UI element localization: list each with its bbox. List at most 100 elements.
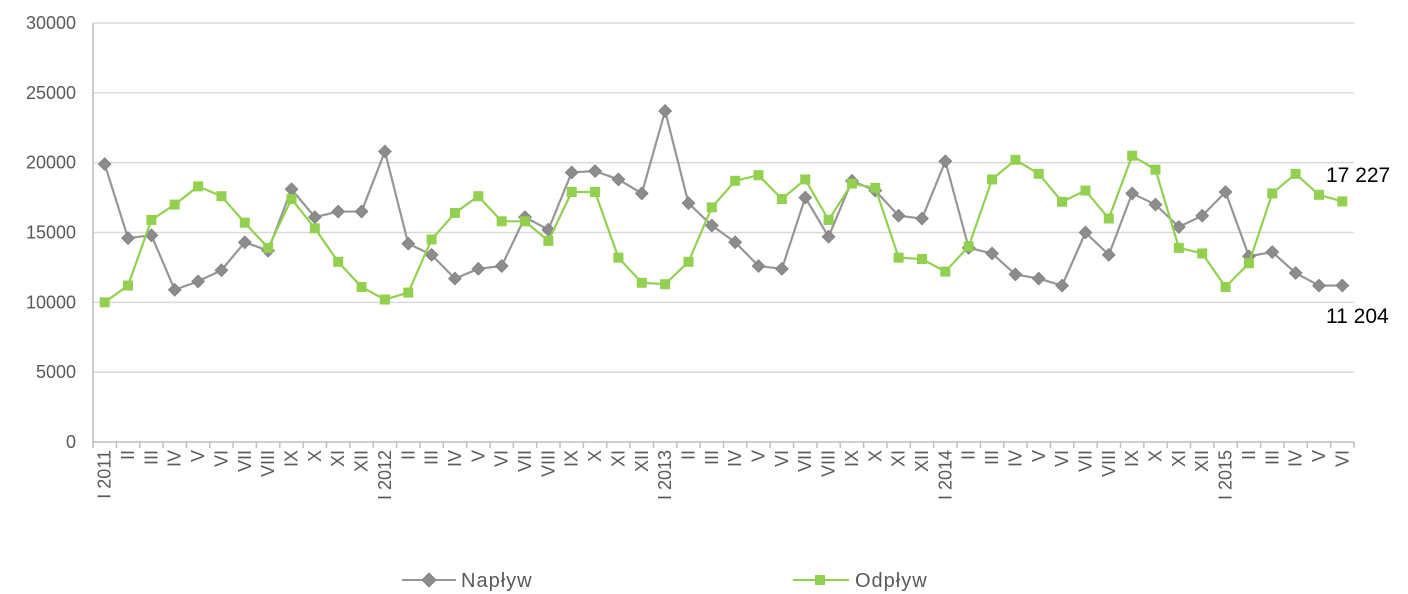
y-tick-label: 0	[66, 432, 76, 452]
data-point-odplyw	[776, 193, 787, 204]
y-tick-label: 10000	[26, 292, 76, 312]
data-point-naplyw	[681, 196, 696, 211]
x-tick-label: V	[468, 450, 488, 462]
legend-item-naplyw: Napływ	[402, 570, 533, 592]
legend-label-odplyw: Odpływ	[855, 570, 928, 592]
data-point-odplyw	[239, 217, 250, 228]
x-tick-label: IX	[281, 450, 301, 467]
data-point-odplyw	[169, 199, 180, 210]
data-point-naplyw	[1078, 225, 1093, 240]
x-tick-label: XII	[912, 450, 932, 472]
x-axis: I 2011 II III IV V VI VII VIII IX X XI XII I 2012 II I…	[92, 441, 1355, 500]
x-tick-label: I 2011	[95, 450, 115, 499]
data-point-naplyw	[728, 235, 743, 250]
data-point-odplyw	[1057, 196, 1068, 207]
data-point-odplyw	[916, 254, 927, 265]
data-point-odplyw	[1150, 164, 1161, 175]
data-point-odplyw	[1127, 150, 1138, 161]
x-tick-label: IV	[1005, 450, 1025, 467]
data-point-odplyw	[123, 280, 134, 291]
data-point-odplyw	[590, 186, 601, 197]
x-tick-label: IX	[842, 450, 862, 467]
x-tick-label: XI	[608, 450, 628, 467]
gridlines	[93, 22, 1354, 373]
data-point-naplyw	[1312, 278, 1326, 293]
x-tick-label: IV	[1286, 450, 1306, 467]
data-point-odplyw	[613, 252, 624, 263]
data-point-odplyw	[99, 297, 110, 308]
y-tick-label: 25000	[26, 83, 76, 103]
data-point-naplyw	[471, 261, 486, 276]
data-point-naplyw	[331, 204, 346, 219]
data-point-odplyw	[449, 207, 460, 218]
x-tick-label: XII	[1192, 450, 1212, 472]
data-point-naplyw	[121, 231, 135, 246]
data-point-naplyw	[401, 236, 416, 251]
data-point-odplyw	[286, 193, 297, 204]
x-tick-label: VI	[772, 450, 792, 467]
data-point-naplyw	[634, 186, 649, 201]
data-point-odplyw	[1290, 168, 1301, 179]
data-point-odplyw	[520, 216, 531, 227]
data-point-odplyw	[846, 178, 857, 189]
series-line-odplyw	[104, 154, 1343, 304]
x-tick-label: VIII	[538, 450, 558, 477]
x-tick-label: VIII	[819, 450, 839, 477]
x-tick-label: III	[1262, 450, 1282, 465]
data-point-naplyw	[448, 271, 462, 286]
data-point-odplyw	[1267, 188, 1278, 199]
data-point-naplyw	[611, 172, 626, 187]
data-point-odplyw	[940, 266, 951, 277]
data-point-odplyw	[543, 235, 554, 246]
x-tick-label: III	[982, 450, 1002, 465]
data-point-odplyw	[193, 181, 204, 192]
series-odplyw	[99, 150, 1348, 308]
data-point-odplyw	[1033, 168, 1044, 179]
data-point-odplyw	[263, 242, 274, 253]
x-tick-label: X	[1146, 450, 1166, 462]
y-tick-label: 5000	[36, 362, 76, 382]
legend-marker-odplyw	[815, 575, 825, 585]
data-point-naplyw	[307, 210, 322, 225]
data-point-odplyw	[356, 281, 367, 292]
y-tick-label: 20000	[26, 153, 76, 173]
x-tick-label: I 2013	[655, 450, 675, 500]
data-point-naplyw	[97, 157, 112, 171]
y-axis: 0 5000 10000 15000 20000 25000 30000	[26, 13, 94, 452]
data-point-odplyw	[893, 252, 904, 263]
data-point-odplyw	[496, 216, 507, 227]
x-tick-label: I 2014	[935, 450, 955, 500]
data-point-odplyw	[636, 277, 647, 288]
data-point-naplyw	[284, 182, 299, 197]
x-tick-label: VIII	[1099, 450, 1119, 477]
data-point-odplyw	[1220, 281, 1231, 292]
data-point-naplyw	[1265, 245, 1280, 259]
x-tick-label: III	[141, 450, 161, 465]
legend: Napływ Odpływ	[402, 570, 928, 592]
data-point-naplyw	[1288, 266, 1303, 280]
x-tick-label: II	[959, 450, 979, 460]
x-tick-label: XI	[889, 450, 909, 467]
data-point-naplyw	[1195, 208, 1210, 223]
data-point-odplyw	[800, 174, 811, 185]
data-point-naplyw	[1218, 185, 1233, 199]
legend-label-naplyw: Napływ	[461, 570, 533, 592]
x-tick-label: X	[305, 450, 325, 462]
x-tick-label: XII	[352, 450, 372, 472]
data-point-odplyw	[987, 174, 998, 185]
data-point-odplyw	[823, 214, 834, 225]
data-point-naplyw	[214, 263, 229, 278]
x-tick-label: VI	[1332, 450, 1352, 467]
data-point-odplyw	[473, 191, 484, 202]
data-point-naplyw	[1101, 247, 1116, 262]
data-point-naplyw	[191, 274, 206, 289]
x-tick-label: IV	[445, 450, 465, 467]
data-point-naplyw	[985, 246, 999, 261]
x-tick-label: II	[118, 450, 138, 460]
end-label-naplyw: 11 204	[1326, 305, 1389, 328]
data-point-naplyw	[237, 235, 252, 250]
x-tick-label: II	[1239, 450, 1259, 460]
data-point-odplyw	[1010, 154, 1021, 165]
data-point-naplyw	[1148, 197, 1163, 212]
data-point-odplyw	[963, 241, 974, 252]
